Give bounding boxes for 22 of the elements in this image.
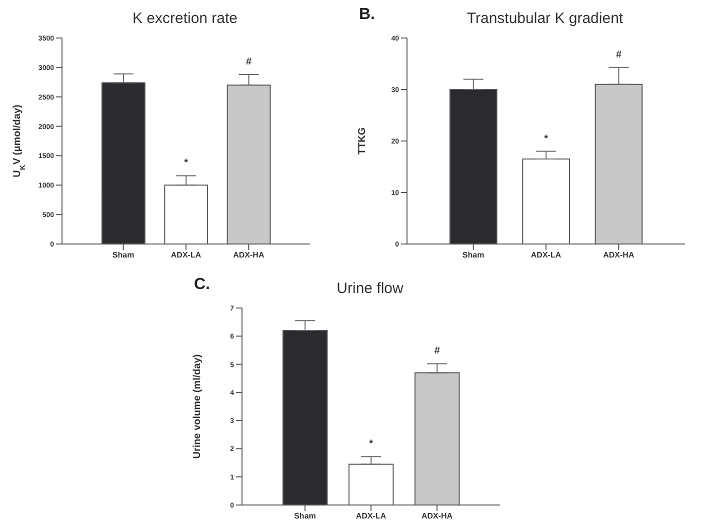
x-tick-label: ADX-HA	[603, 250, 634, 260]
chart-title: K excretion rate	[131, 10, 239, 27]
data-label: *	[369, 438, 374, 450]
text: B.	[359, 6, 375, 24]
data-label: *	[544, 133, 548, 144]
x-tick-label: ADX-HA	[233, 250, 264, 260]
data-label: #	[246, 56, 252, 68]
data-label: #	[616, 49, 622, 60]
x-tick-label: ADX-HA	[421, 512, 453, 521]
x-tick-label: ADX-LA	[530, 250, 562, 260]
x-tick-label: ADX-LA	[356, 512, 386, 521]
x-tick-label: ADX-LA	[170, 250, 202, 260]
data-label: #	[434, 346, 440, 357]
chart-title: Transtubular K gradient	[466, 10, 624, 27]
y-axis-title: Urine volume (ml/day)	[192, 354, 203, 459]
x-tick-label: Sham	[294, 512, 316, 521]
data-label: *	[184, 158, 188, 169]
chart-title: Urine flow	[336, 280, 404, 297]
text: C.	[194, 276, 210, 294]
x-tick-label: Sham	[462, 250, 484, 260]
y-axis-title: TTKG	[357, 127, 368, 155]
x-tick-label: Sham	[112, 250, 134, 260]
